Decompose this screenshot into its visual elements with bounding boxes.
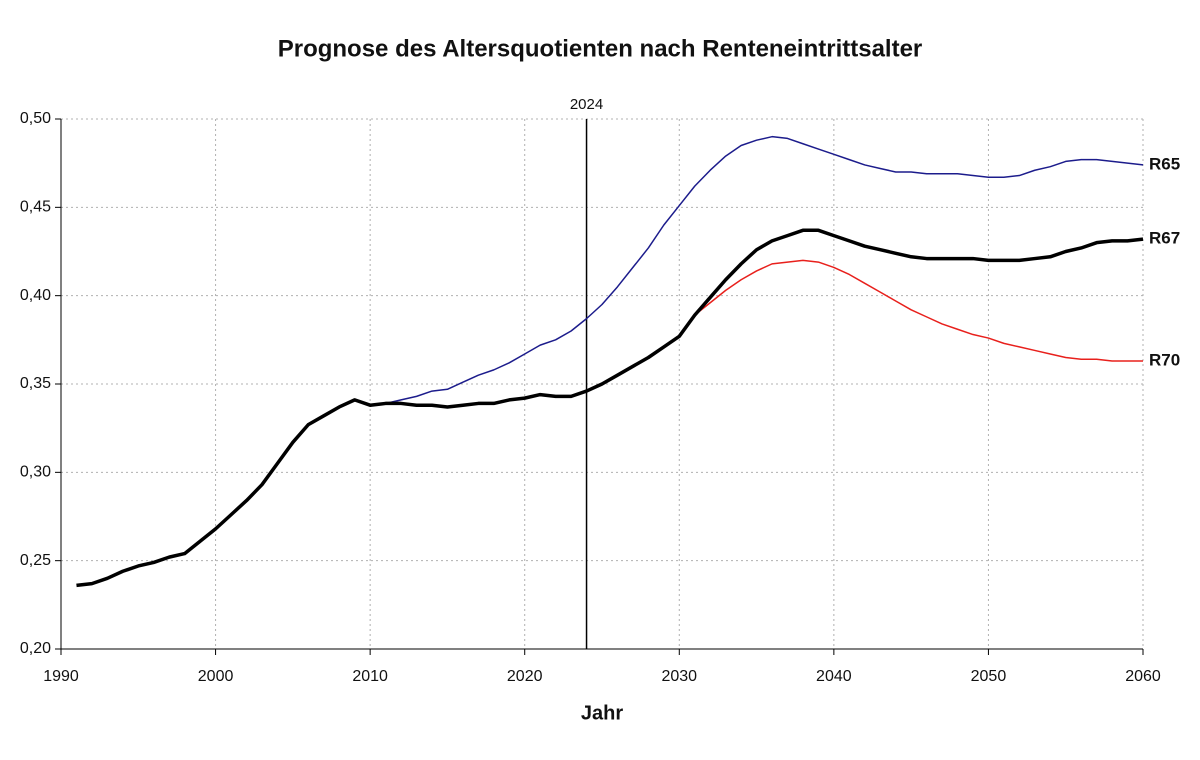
chart-title: Prognose des Altersquotienten nach Rente… [278,35,923,62]
y-tick-label: 0,30 [20,464,51,481]
x-tick-label: 2040 [816,668,852,685]
y-tick-label: 0,20 [20,640,51,657]
series-label: R67 [1149,229,1180,248]
x-tick-label: 1990 [43,668,79,685]
series-line [370,135,1144,406]
y-tick-label: 0,35 [20,375,51,392]
y-tick-label: 0,45 [20,199,51,216]
x-tick-label: 2020 [507,668,543,685]
y-tick-label: 0,25 [20,552,51,569]
series-label: R65 [1149,154,1180,173]
series-label: R70 [1149,351,1180,370]
x-tick-label: 2030 [661,668,697,685]
x-axis-label: Jahr [581,702,623,724]
x-tick-label: 2050 [971,668,1007,685]
series-line [76,228,1144,588]
x-tick-label: 2000 [198,668,234,685]
x-tick-label: 2060 [1125,668,1161,685]
x-tick-label: 2010 [352,668,388,685]
reference-label: 2024 [570,96,603,113]
series-line [678,259,1143,362]
y-tick-label: 0,40 [20,287,51,304]
y-tick-label: 0,50 [20,110,51,127]
